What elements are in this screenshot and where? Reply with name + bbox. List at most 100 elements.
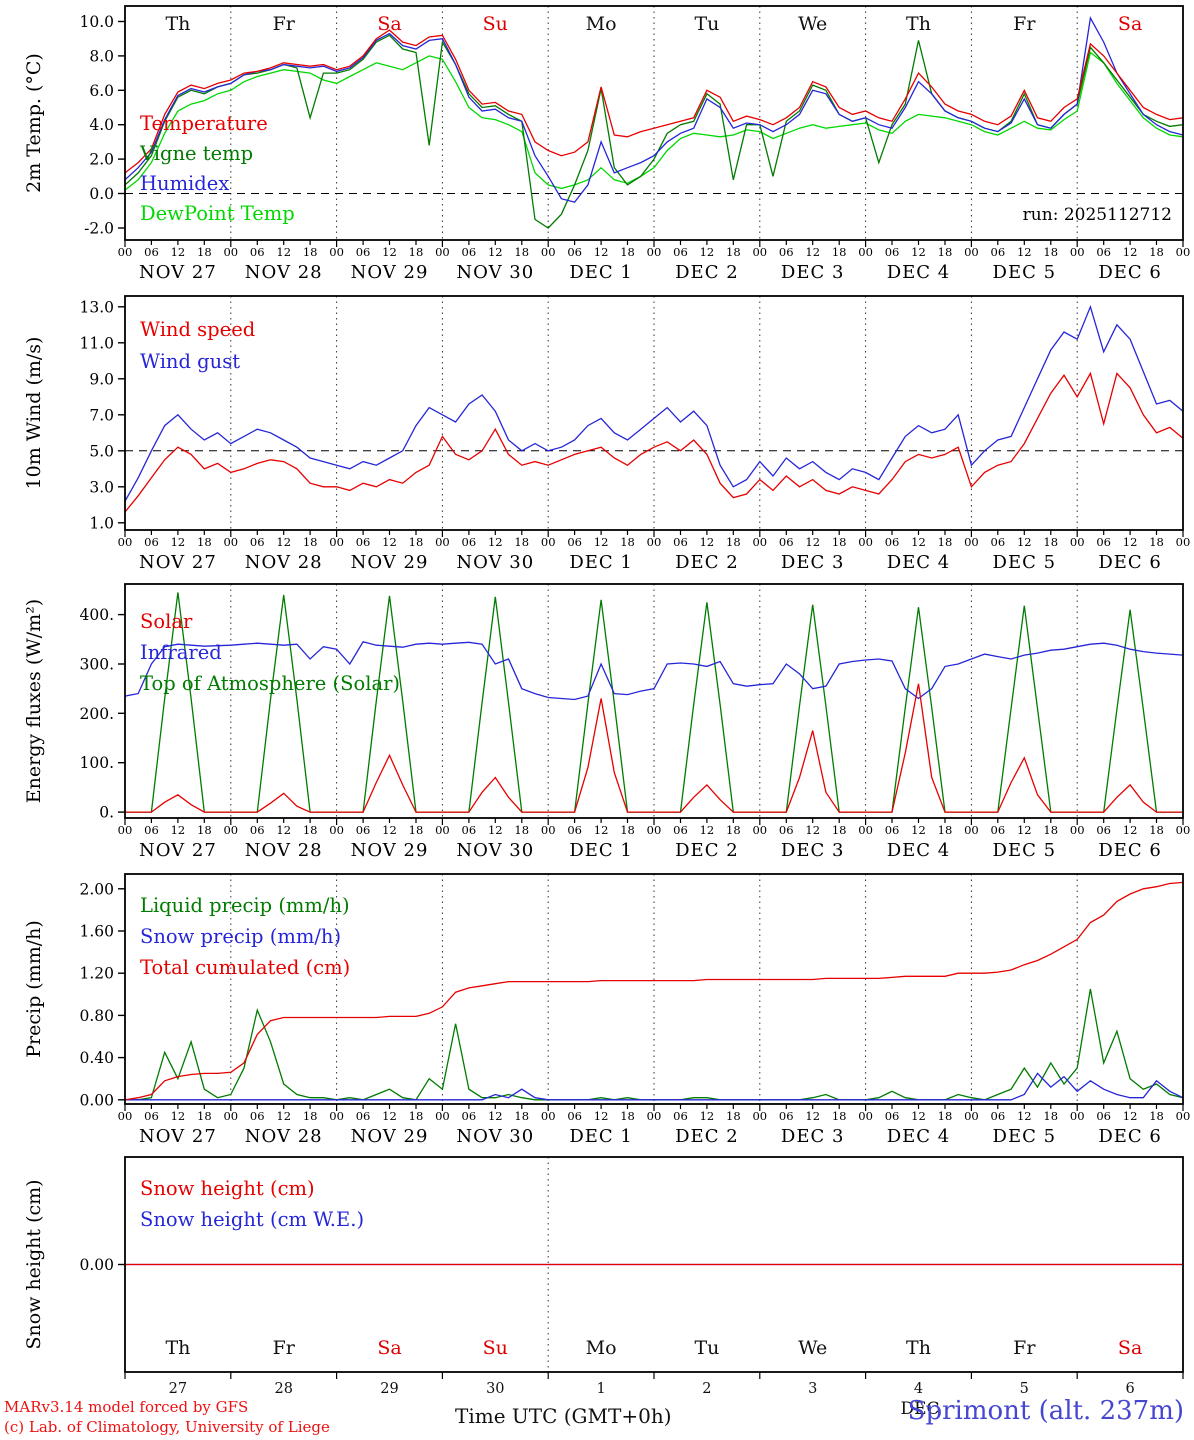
model-credit-line1: MARv3.14 model forced by GFS — [4, 1398, 249, 1416]
hour-tick-label: 00 — [858, 535, 873, 549]
day-number-label: 6 — [1125, 1381, 1134, 1397]
humidex-line — [124, 16, 1184, 203]
wind-speed-line — [124, 371, 1184, 513]
date-label: DEC 2 — [675, 840, 739, 861]
dow-label: Th — [906, 13, 931, 35]
hour-tick-label: 18 — [726, 823, 741, 837]
precip-panel: 2.00 1.60 1.20 0.80 0.40 0.00 Precip (mm/h) Liq… — [23, 873, 1191, 1147]
hour-tick-label: 18 — [409, 245, 424, 259]
hour-tick-label: 06 — [567, 1109, 582, 1123]
infrared-line — [124, 641, 1184, 701]
hour-tick-label: 12 — [1123, 535, 1138, 549]
hour-tick-label: 06 — [356, 245, 371, 259]
model-credit-line2: (c) Lab. of Climatology, University of L… — [4, 1418, 330, 1436]
date-label: DEC 4 — [887, 552, 951, 573]
hour-tick-label: 18 — [938, 535, 953, 549]
y-axis-title: 2m Temp. (°C) — [23, 53, 45, 193]
hour-tick-label: 06 — [991, 535, 1006, 549]
hour-tick-label: 18 — [620, 245, 635, 259]
hour-tick-label: 12 — [488, 1109, 503, 1123]
hour-tick-label: 06 — [1096, 823, 1111, 837]
hour-tick-label: 18 — [1149, 245, 1164, 259]
hour-tick-label: 12 — [276, 1109, 291, 1123]
dow-label: Fr — [273, 13, 296, 35]
hour-tick-label: 12 — [488, 245, 503, 259]
y-tick-label: 2.00 — [79, 880, 114, 898]
hour-tick-label: 18 — [726, 535, 741, 549]
dow-label: Sa — [1118, 13, 1142, 35]
hour-tick-label: 18 — [832, 535, 847, 549]
hour-tick-label: 06 — [144, 535, 159, 549]
hour-tick-label: 00 — [1176, 245, 1191, 259]
legend-temperature: Temperature — [140, 112, 268, 135]
temperature-line — [124, 29, 1184, 174]
hour-tick-label: 06 — [250, 1109, 265, 1123]
dow-label: Su — [483, 1337, 508, 1359]
hour-tick-label: 12 — [1123, 1109, 1138, 1123]
hour-tick-label: 06 — [250, 245, 265, 259]
hour-tick-label: 00 — [647, 535, 662, 549]
date-label: DEC 1 — [569, 262, 633, 283]
hour-tick-label: 18 — [1149, 823, 1164, 837]
hour-tick-label: 00 — [647, 1109, 662, 1123]
hour-tick-label: 00 — [118, 1109, 133, 1123]
y-tick-label: 7.0 — [89, 406, 114, 424]
dow-label: Th — [165, 13, 190, 35]
date-label: NOV 28 — [245, 840, 323, 861]
dow-label: Fr — [1013, 13, 1036, 35]
hour-tick-label: 12 — [700, 535, 715, 549]
y-tick-label: 200. — [79, 705, 114, 723]
hour-tick-label: 06 — [144, 1109, 159, 1123]
hour-tick-label: 00 — [647, 823, 662, 837]
hour-tick-label: 18 — [303, 1109, 318, 1123]
date-label: NOV 30 — [456, 552, 534, 573]
hour-tick-label: 06 — [356, 1109, 371, 1123]
hour-tick-label: 00 — [1176, 823, 1191, 837]
hour-tick-label: 18 — [1043, 1109, 1058, 1123]
snow-precip-mm-h-line — [125, 1072, 1184, 1101]
legend-snow-height-cm: Snow height (cm) — [140, 1177, 315, 1200]
day-number-label: 3 — [808, 1381, 817, 1397]
hour-tick-label: 18 — [514, 535, 529, 549]
hour-tick-label: 00 — [858, 823, 873, 837]
legend-wind-gust: Wind gust — [140, 350, 240, 373]
hour-tick-label: 12 — [594, 245, 609, 259]
hour-tick-label: 00 — [964, 1109, 979, 1123]
hour-tick-label: 06 — [991, 823, 1006, 837]
hour-tick-label: 00 — [1176, 1109, 1191, 1123]
hour-tick-label: 00 — [858, 1109, 873, 1123]
hour-tick-label: 12 — [382, 823, 397, 837]
dow-label: Mo — [586, 1337, 617, 1359]
hour-tick-label: 00 — [1070, 535, 1085, 549]
hour-tick-label: 12 — [805, 1109, 820, 1123]
hour-tick-label: 06 — [885, 823, 900, 837]
date-label: NOV 29 — [351, 552, 429, 573]
date-label: DEC 2 — [675, 262, 739, 283]
hour-tick-label: 12 — [382, 1109, 397, 1123]
hour-tick-label: 12 — [488, 535, 503, 549]
date-label: DEC 6 — [1098, 262, 1162, 283]
hour-tick-label: 12 — [488, 823, 503, 837]
hour-tick-label: 00 — [329, 245, 344, 259]
hour-tick-label: 06 — [885, 1109, 900, 1123]
date-label: DEC 5 — [993, 840, 1057, 861]
hour-tick-label: 12 — [594, 823, 609, 837]
dow-label: Tu — [694, 1337, 719, 1359]
hour-tick-label: 00 — [752, 823, 767, 837]
run-label: run: 2025112712 — [1023, 205, 1172, 225]
date-label: DEC 4 — [887, 1126, 951, 1147]
y-axis-title: Snow height (cm) — [23, 1179, 45, 1349]
date-label: DEC 3 — [781, 262, 845, 283]
hour-tick-label: 12 — [171, 245, 186, 259]
hour-tick-label: 18 — [1149, 535, 1164, 549]
y-tick-label: 9.0 — [89, 370, 114, 388]
hour-tick-label: 06 — [356, 535, 371, 549]
dow-label: We — [798, 1337, 827, 1359]
hour-tick-label: 12 — [382, 535, 397, 549]
hour-tick-label: 00 — [752, 1109, 767, 1123]
date-label: NOV 29 — [351, 840, 429, 861]
y-tick-label: 10.0 — [79, 13, 114, 31]
date-label: NOV 30 — [456, 840, 534, 861]
hour-tick-label: 06 — [567, 535, 582, 549]
